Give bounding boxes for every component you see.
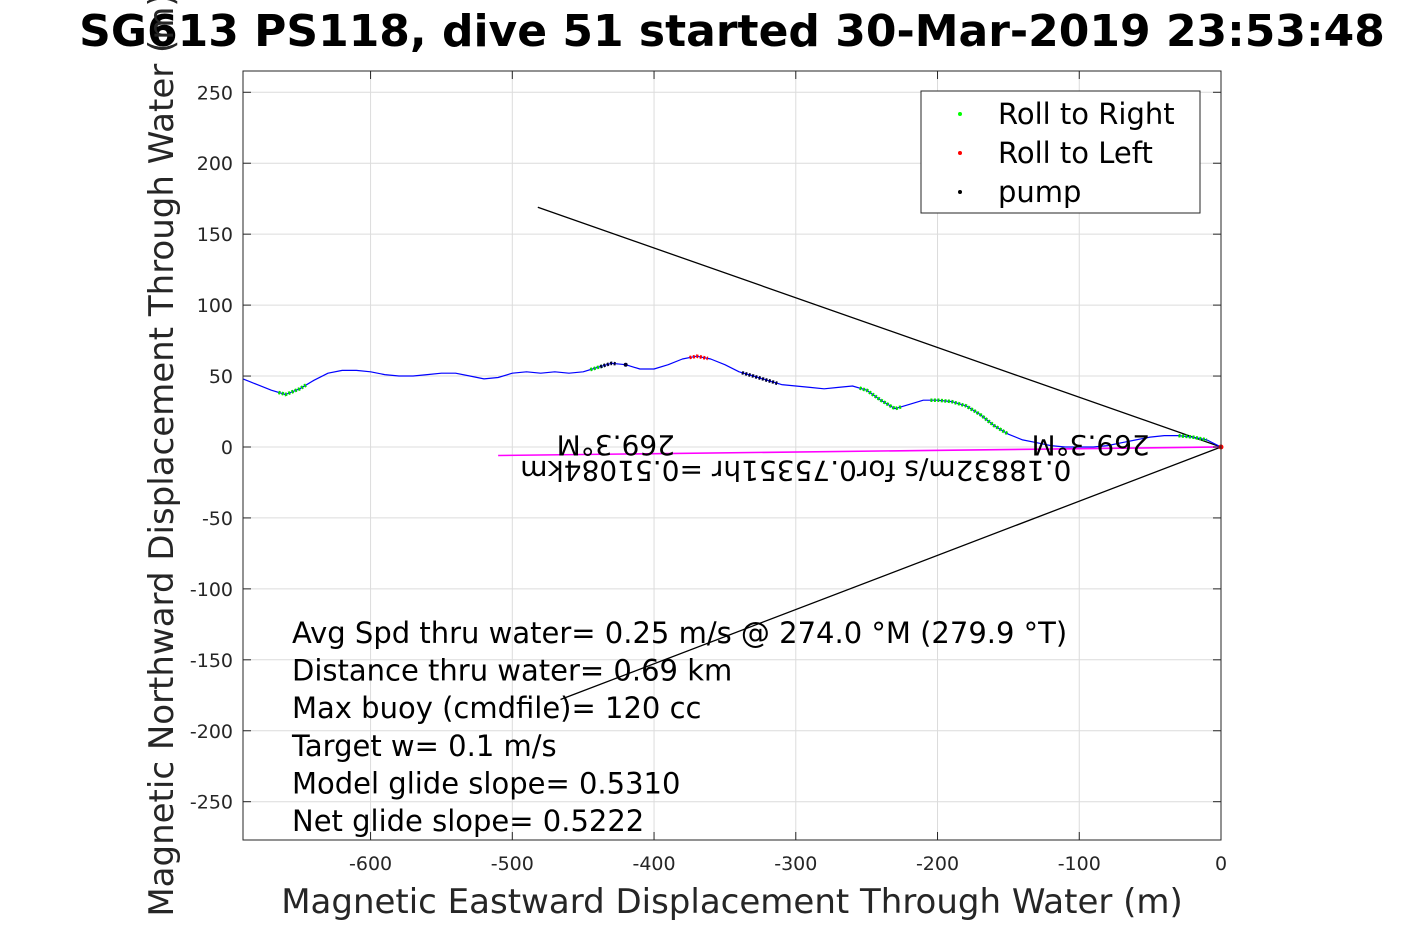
stats-annotations: Avg Spd thru water= 0.25 m/s @ 274.0 °M … <box>291 616 1067 838</box>
roll-right-segment <box>859 386 903 411</box>
y-tick-label: 100 <box>197 295 233 317</box>
x-tick-label: 0 <box>1215 853 1227 875</box>
legend-marker <box>958 190 962 194</box>
y-tick-label: 0 <box>221 437 233 459</box>
envelope-line <box>560 446 1222 701</box>
roll-right-segment <box>1178 433 1208 442</box>
roll-left-segment <box>689 354 709 361</box>
legend-marker <box>958 112 962 116</box>
y-axis-label: Magnetic Northward Displacement Through … <box>142 0 182 917</box>
y-tick-label: 200 <box>197 153 233 175</box>
y-tick-label: -250 <box>190 792 233 814</box>
stat-line: Target w= 0.1 m/s <box>291 729 557 763</box>
grid <box>243 71 1222 840</box>
legend-label: pump <box>998 175 1081 209</box>
y-tick-label: -200 <box>190 721 233 743</box>
legend-box <box>920 90 1201 214</box>
legend-marker <box>958 151 962 155</box>
y-tick-label: -100 <box>190 579 233 601</box>
pump-segment <box>599 361 618 369</box>
legend-label: Roll to Right <box>998 97 1175 131</box>
stat-line: Model glide slope= 0.5310 <box>292 766 680 800</box>
plot-frame <box>242 70 1222 841</box>
y-tick-label: -150 <box>190 650 233 672</box>
stat-line: Net glide slope= 0.5222 <box>292 804 644 838</box>
x-tick-label: -600 <box>349 853 392 875</box>
pump-segment <box>741 370 780 386</box>
data-layer: 269.3°M 269.3°M0.18832m/s for0.75351hr =0… <box>242 206 1224 701</box>
glider-track <box>242 355 1222 448</box>
legend: Roll to Right Roll to Left pump <box>920 90 1201 214</box>
y-tick-label: -50 <box>202 508 233 530</box>
roll-right-segment <box>277 383 308 397</box>
x-tick-label: -100 <box>1058 853 1101 875</box>
stat-line: Max buoy (cmdfile)= 120 cc <box>292 691 701 725</box>
y-tick-label: 150 <box>197 224 233 246</box>
envelope-line <box>537 206 1222 448</box>
pump-point <box>623 362 628 367</box>
stat-line: Avg Spd thru water= 0.25 m/s @ 274.0 °M … <box>292 616 1067 650</box>
legend-label: Roll to Left <box>998 136 1153 170</box>
heading-label: 269.3°M <box>557 429 675 462</box>
x-tick-label: -300 <box>774 853 817 875</box>
x-tick-label: -500 <box>491 853 534 875</box>
roll-right-segment <box>930 398 1010 436</box>
axis-ticks: -600 -500 -400 -300 -200 -100 0250200150100500… <box>190 71 1227 875</box>
heading-line <box>498 446 1222 457</box>
x-tick-label: -400 <box>632 853 675 875</box>
heading-label: 269.3°M <box>1031 429 1149 462</box>
x-tick-label: -200 <box>916 853 959 875</box>
heading-label: 0.18832m/s for0.75351hr =0.51084km <box>520 454 1071 487</box>
y-tick-label: 250 <box>197 82 233 104</box>
x-axis-label: Magnetic Eastward Displacement Through W… <box>281 882 1183 922</box>
y-tick-label: 50 <box>209 366 233 388</box>
chart-title: SG613 PS118, dive 51 started 30-Mar-2019… <box>79 6 1385 57</box>
stat-line: Distance thru water= 0.69 km <box>292 654 732 688</box>
